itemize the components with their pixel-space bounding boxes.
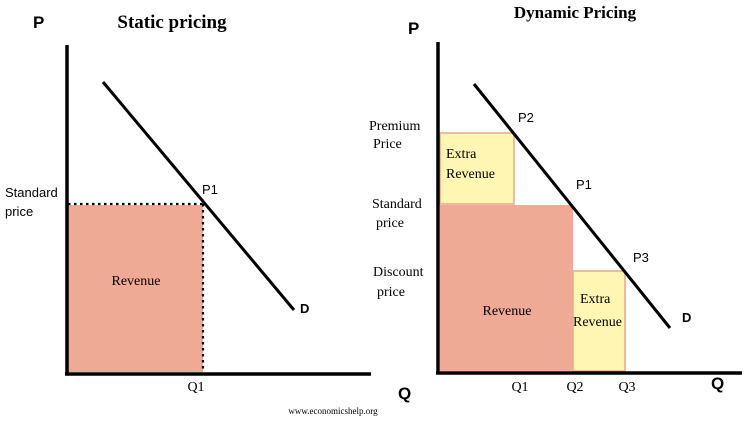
static-x-axis-label: Q	[398, 384, 411, 403]
static-demand-curve	[101, 81, 296, 311]
dynamic-q3-tick: Q3	[618, 380, 635, 395]
premium-price-label-2: Price	[373, 137, 402, 152]
dynamic-q1-tick: Q1	[511, 380, 528, 395]
dynamic-y-axis-label: P	[408, 19, 419, 38]
dynamic-standard-price-label-1: Standard	[372, 197, 422, 212]
dynamic-demand-label: D	[682, 310, 691, 325]
source-footer: www.economicshelp.org	[288, 406, 378, 416]
discount-price-label-2: price	[377, 285, 405, 300]
static-standard-price-label-2: price	[5, 204, 33, 219]
extra-revenue-discount-label-2: Revenue	[573, 315, 622, 330]
static-revenue-label: Revenue	[112, 274, 161, 289]
dynamic-x-axis-label: Q	[711, 374, 724, 393]
static-q1-tick: Q1	[187, 380, 204, 395]
dynamic-standard-price-label-2: price	[376, 216, 404, 231]
dynamic-revenue-label: Revenue	[483, 304, 532, 319]
static-pricing-panel: Static pricing P Revenue Standard price …	[5, 12, 411, 403]
dynamic-demand-curve	[472, 83, 672, 329]
static-revenue-area	[68, 205, 203, 372]
extra-revenue-discount-label-1: Extra	[580, 292, 611, 307]
dynamic-pricing-panel: Dynamic Pricing P Revenue Extra Revenue …	[369, 3, 742, 395]
extra-revenue-discount-area	[572, 270, 626, 372]
extra-revenue-premium-area	[439, 132, 515, 205]
static-standard-price-label-1: Standard	[5, 185, 58, 200]
discount-price-label-1: Discount	[373, 265, 424, 280]
premium-price-label-1: Premium	[369, 119, 420, 134]
dynamic-title: Dynamic Pricing	[514, 3, 637, 22]
dynamic-revenue-area	[440, 205, 573, 371]
dynamic-point-p3: P3	[633, 250, 649, 265]
static-y-axis-label: P	[33, 13, 44, 32]
extra-revenue-premium-label-1: Extra	[446, 147, 477, 162]
static-point-p1: P1	[202, 182, 218, 197]
static-demand-label: D	[300, 301, 309, 316]
dynamic-q2-tick: Q2	[566, 380, 583, 395]
dynamic-point-p1: P1	[576, 177, 592, 192]
extra-revenue-premium-label-2: Revenue	[446, 167, 495, 182]
static-title: Static pricing	[117, 12, 227, 33]
dynamic-point-p2: P2	[518, 110, 534, 125]
